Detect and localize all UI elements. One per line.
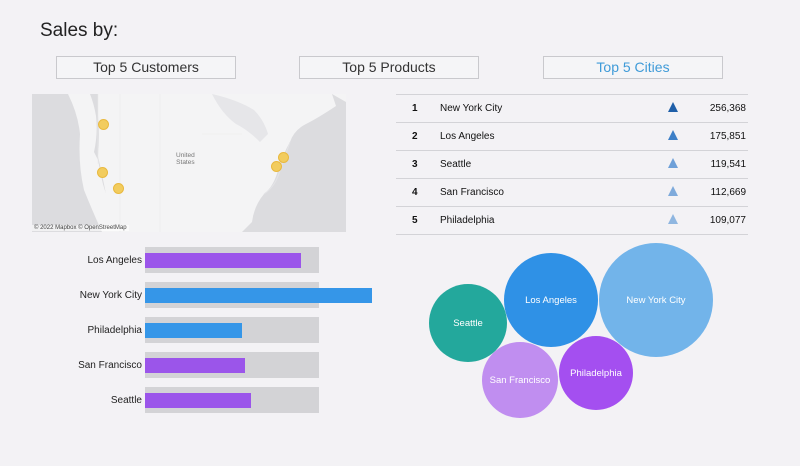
table-row[interactable]: 1 New York City 256,368 — [396, 94, 748, 122]
bar-label: Philadelphia — [87, 325, 143, 336]
bubble-label: New York City — [626, 294, 686, 306]
tab-top-5-cities[interactable]: Top 5 Cities — [543, 56, 723, 79]
bubble[interactable]: San Francisco — [482, 342, 558, 418]
bubble[interactable]: Seattle — [429, 284, 507, 362]
city-sales-bar-chart: Los Angeles New York City Philadelphia San … — [0, 240, 400, 420]
rank-cell: 4 — [412, 187, 418, 198]
bar-label: New York City — [79, 290, 142, 301]
bubble[interactable]: New York City — [599, 243, 713, 357]
trend-up-icon — [668, 130, 678, 140]
city-cell: Philadelphia — [440, 215, 495, 226]
table-row[interactable]: 3 Seattle 119,541 — [396, 150, 748, 178]
map-country-label: United States — [176, 152, 195, 166]
page-title: Sales by: — [40, 20, 119, 41]
tab-top-5-products[interactable]: Top 5 Products — [299, 56, 479, 79]
city-cell: New York City — [440, 103, 503, 114]
table-row[interactable]: 5 Philadelphia 109,077 — [396, 206, 748, 235]
bubble-label: Los Angeles — [525, 294, 577, 306]
bar-label: San Francisco — [78, 360, 142, 371]
map-copyright: © 2022 Mapbox © OpenStreetMap — [32, 225, 129, 231]
rank-cell: 5 — [412, 215, 418, 226]
bar[interactable] — [145, 358, 245, 373]
sales-cell: 119,541 — [710, 159, 746, 170]
bar-label: Los Angeles — [87, 255, 143, 266]
top-cities-table: 1 New York City 256,368 2 Los Angeles 17… — [396, 94, 748, 235]
sales-cell: 256,368 — [709, 103, 746, 114]
map-background — [32, 94, 346, 232]
bar[interactable] — [145, 288, 372, 303]
map-marker-philadelphia[interactable] — [271, 161, 282, 172]
trend-up-icon — [668, 186, 678, 196]
sales-cell: 112,669 — [710, 187, 746, 198]
map-marker-los-angeles[interactable] — [113, 183, 124, 194]
bar[interactable] — [145, 393, 251, 408]
table-row[interactable]: 2 Los Angeles 175,851 — [396, 122, 748, 150]
city-cell: Los Angeles — [440, 131, 495, 142]
bar[interactable] — [145, 253, 301, 268]
bubble-label: San Francisco — [489, 374, 551, 386]
trend-up-icon — [668, 214, 678, 224]
map-marker-seattle[interactable] — [98, 119, 109, 130]
trend-up-icon — [668, 102, 678, 112]
bar-label: Seattle — [110, 395, 142, 406]
map-marker-new-york-city[interactable] — [278, 152, 289, 163]
sales-map[interactable]: United States © 2022 Mapbox © OpenStreetM… — [32, 94, 346, 232]
bubble[interactable]: Los Angeles — [504, 253, 598, 347]
bubble-label: Philadelphia — [570, 367, 622, 379]
rank-cell: 2 — [412, 131, 418, 142]
city-cell: San Francisco — [440, 187, 504, 198]
bubble[interactable]: Philadelphia — [559, 336, 633, 410]
rank-cell: 1 — [412, 103, 418, 114]
city-cell: Seattle — [440, 159, 472, 170]
table-row[interactable]: 4 San Francisco 112,669 — [396, 178, 748, 206]
bar[interactable] — [145, 323, 242, 338]
tab-top-5-customers[interactable]: Top 5 Customers — [56, 56, 236, 79]
map-marker-san-francisco[interactable] — [97, 167, 108, 178]
sales-cell: 175,851 — [709, 131, 746, 142]
trend-up-icon — [668, 158, 678, 168]
bubble-label: Seattle — [453, 317, 483, 329]
rank-cell: 3 — [412, 159, 418, 170]
sales-cell: 109,077 — [709, 215, 746, 226]
